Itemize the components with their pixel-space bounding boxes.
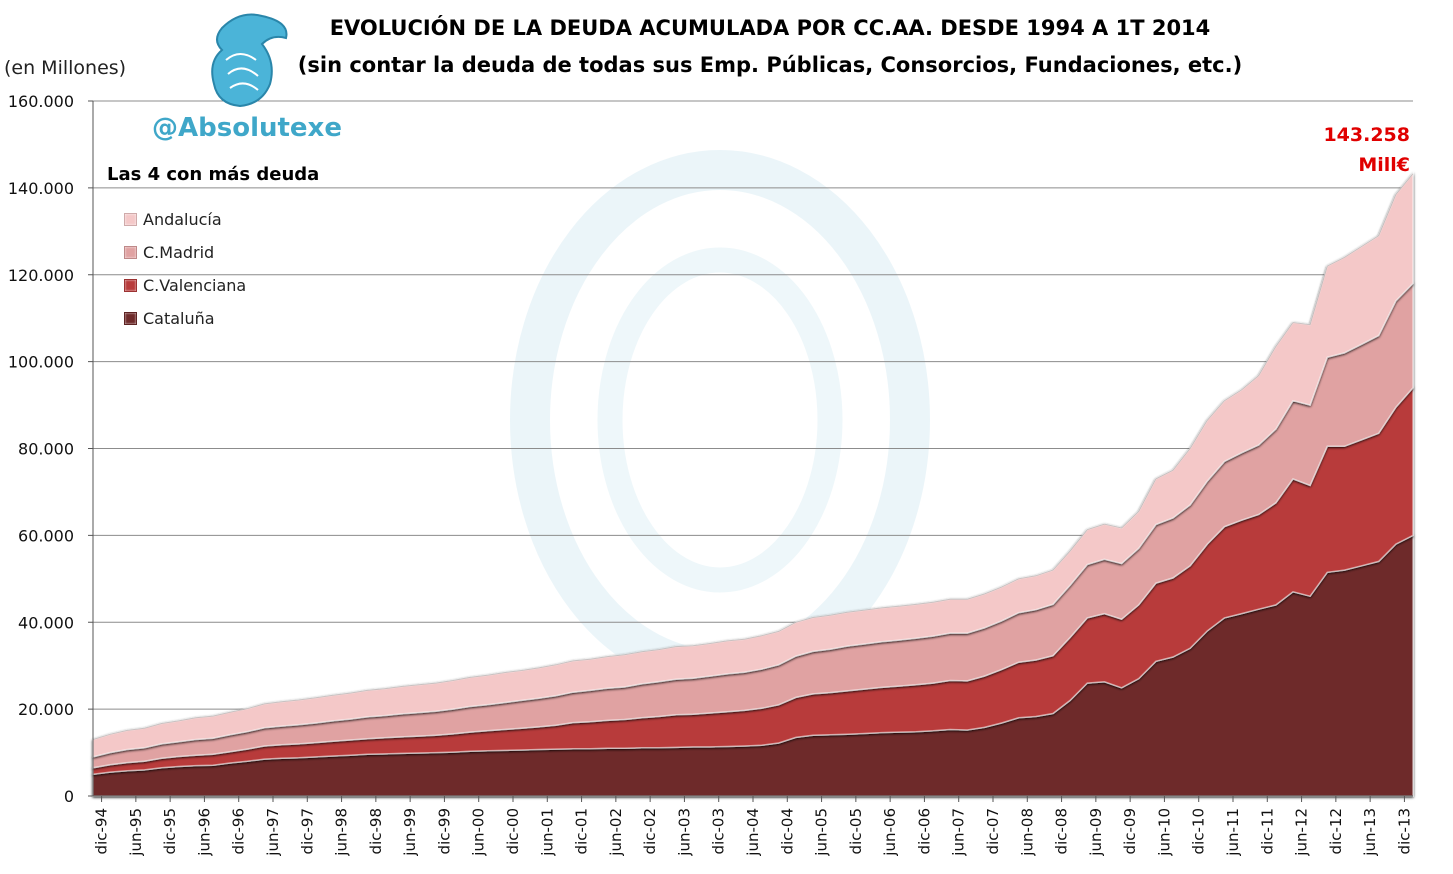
y-axis-units: (en Millones) xyxy=(4,57,127,79)
x-tick-label: dic-11 xyxy=(1258,808,1276,854)
legend-label-andalucia: Andalucía xyxy=(143,210,222,229)
x-tick-label: jun-97 xyxy=(264,808,282,857)
x-tick-label: jun-03 xyxy=(675,808,693,857)
x-tick-label: dic-99 xyxy=(435,808,453,854)
watermark-emblem xyxy=(510,150,930,690)
x-tick-label: dic-01 xyxy=(573,808,591,854)
y-tick-label: 40.000 xyxy=(18,613,74,632)
griffin-logo-detail xyxy=(225,53,259,91)
y-tick-label: 60.000 xyxy=(18,526,74,545)
total-annotation: 143.258 Mill€ xyxy=(1310,120,1410,180)
legend-swatch-cataluna xyxy=(124,312,137,325)
legend-title: Las 4 con más deuda xyxy=(107,164,320,185)
chart-title: EVOLUCIÓN DE LA DEUDA ACUMULADA POR CC.A… xyxy=(329,16,1211,40)
x-tick-label: jun-02 xyxy=(607,808,625,857)
x-tick-label: dic-04 xyxy=(778,808,796,854)
legend-label-cataluna: Cataluña xyxy=(143,309,215,328)
total-annotation-unit: Mill€ xyxy=(1358,154,1410,176)
x-tick-label: dic-95 xyxy=(161,808,179,854)
legend-item-valenciana: C.Valenciana xyxy=(124,276,246,295)
x-tick-label: jun-06 xyxy=(881,808,899,857)
legend-label-valenciana: C.Valenciana xyxy=(143,276,247,295)
x-tick-label: dic-06 xyxy=(915,808,933,854)
x-tick-label: dic-13 xyxy=(1395,808,1413,854)
x-tick-label: jun-11 xyxy=(1224,808,1242,857)
y-tick-label: 80.000 xyxy=(18,440,74,459)
x-tick-label: dic-07 xyxy=(984,808,1002,854)
griffin-logo-icon xyxy=(211,13,288,108)
x-tick-label: jun-99 xyxy=(401,808,419,857)
twitter-handle: @Absolutexe xyxy=(152,113,342,143)
x-tick-label: dic-94 xyxy=(93,808,111,854)
y-tick-label: 120.000 xyxy=(8,266,74,285)
legend-swatch-valenciana xyxy=(124,279,137,292)
y-tick-label: 0 xyxy=(64,787,74,806)
watermark-emblem-inner xyxy=(597,247,843,593)
legend-swatch-madrid xyxy=(124,246,137,259)
x-tick-label: dic-02 xyxy=(641,808,659,854)
x-tick-label: jun-98 xyxy=(333,808,351,857)
x-tick-label: dic-08 xyxy=(1053,808,1071,854)
area-andaluca xyxy=(92,171,1414,758)
x-tick-label: dic-03 xyxy=(710,808,728,854)
legend-label-madrid: C.Madrid xyxy=(143,243,215,262)
total-annotation-value: 143.258 xyxy=(1323,124,1410,146)
x-tick-label: jun-07 xyxy=(950,808,968,857)
x-tick-label: jun-09 xyxy=(1087,808,1105,857)
x-tick-label: jun-12 xyxy=(1293,808,1311,857)
x-tick-label: dic-00 xyxy=(504,808,522,854)
x-tick-label: jun-08 xyxy=(1018,808,1036,857)
y-tick-label: 140.000 xyxy=(8,179,74,198)
x-tick-label: jun-96 xyxy=(195,808,213,857)
x-tick-label: dic-96 xyxy=(230,808,248,854)
area-edge-andaluca xyxy=(92,173,1414,741)
legend-swatch-andalucia xyxy=(124,213,137,226)
y-tick-label: 160.000 xyxy=(8,92,74,111)
x-tick-label: jun-01 xyxy=(538,808,556,857)
x-tick-label: dic-05 xyxy=(847,808,865,854)
x-tick-label: jun-04 xyxy=(744,808,762,857)
legend-item-andalucia: Andalucía xyxy=(124,210,222,229)
chart-subtitle: (sin contar la deuda de todas sus Emp. P… xyxy=(297,53,1243,77)
x-tick-label: dic-09 xyxy=(1121,808,1139,854)
x-tick-label: jun-13 xyxy=(1361,808,1379,857)
x-tick-label: jun-00 xyxy=(470,808,488,857)
x-tick-label: jun-95 xyxy=(127,808,145,857)
x-tick-label: jun-05 xyxy=(813,808,831,857)
x-tick-label: dic-10 xyxy=(1190,808,1208,854)
axes: 0 20.000 40.000 60.000 80.000 100.000 120.000 1… xyxy=(8,92,1414,857)
x-tick-label: jun-10 xyxy=(1155,808,1173,857)
watermark xyxy=(510,150,930,690)
y-tick-label: 100.000 xyxy=(8,353,74,372)
x-tick-label: dic-97 xyxy=(298,808,316,854)
legend-item-cataluna: Cataluña xyxy=(124,309,215,328)
x-tick-label: dic-12 xyxy=(1327,808,1345,854)
x-tick-label: dic-98 xyxy=(367,808,385,854)
griffin-logo xyxy=(211,13,288,108)
y-tick-label: 20.000 xyxy=(18,700,74,719)
legend-item-madrid: C.Madrid xyxy=(124,243,214,262)
